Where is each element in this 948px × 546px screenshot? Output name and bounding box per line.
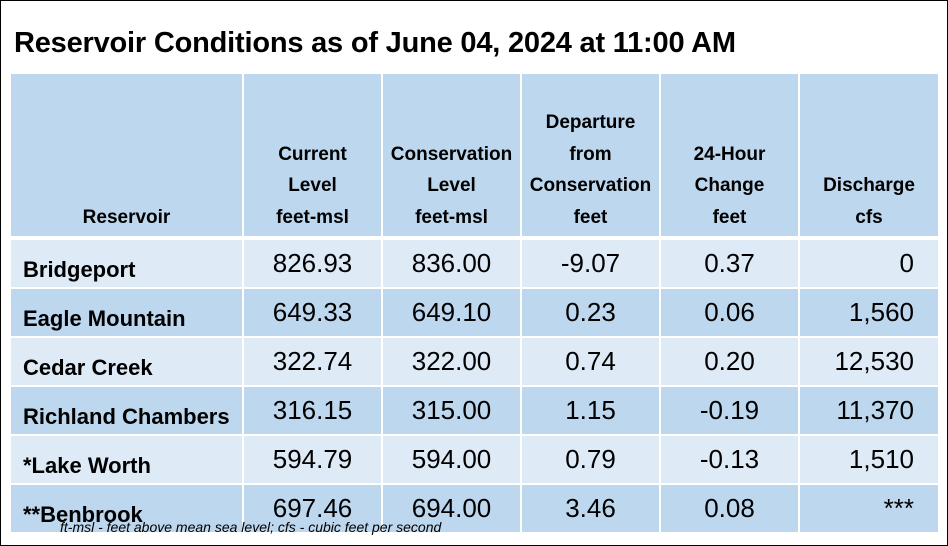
current-level-cell: 594.79	[243, 434, 383, 484]
conservation-level-cell: 322.00	[382, 336, 522, 386]
table-row: Cedar Creek 322.74 322.00 0.74 0.20 12,5…	[11, 336, 938, 386]
current-level-cell: 316.15	[243, 385, 383, 435]
discharge-cell: 1,510	[799, 434, 938, 484]
header-line: Level	[288, 175, 337, 196]
header-line: feet	[712, 206, 747, 228]
table-row: Eagle Mountain 649.33 649.10 0.23 0.06 1…	[11, 287, 938, 337]
header-line: Current	[278, 143, 347, 165]
page-title: Reservoir Conditions as of June 04, 2024…	[14, 27, 736, 59]
discharge-cell: 0	[799, 236, 938, 288]
header-line: from	[569, 143, 612, 165]
table-row: **Benbrook 697.46 694.00 3.46 0.08 ***	[11, 483, 938, 532]
header-24-hour-change: 24-Hour Change feet	[660, 74, 800, 238]
departure-cell: 0.23	[521, 287, 661, 337]
table-row: Bridgeport 826.93 836.00 -9.07 0.37 0	[11, 236, 938, 288]
table-header-row: Reservoir Current Level feet-msl Conserv…	[11, 74, 938, 238]
conservation-level-cell: 315.00	[382, 385, 522, 435]
reservoir-name: Eagle Mountain	[11, 287, 244, 337]
departure-cell: 0.79	[521, 434, 661, 484]
discharge-cell: 12,530	[799, 336, 938, 386]
discharge-cell: 1,560	[799, 287, 938, 337]
current-level-cell: 649.33	[243, 287, 383, 337]
departure-cell: 1.15	[521, 385, 661, 435]
table-row: Richland Chambers 316.15 315.00 1.15 -0.…	[11, 385, 938, 435]
table-row: *Lake Worth 594.79 594.00 0.79 -0.13 1,5…	[11, 434, 938, 484]
header-current-level: Current Level feet-msl	[243, 74, 383, 238]
header-line: feet	[573, 206, 608, 228]
current-level-cell: 697.46	[243, 483, 383, 532]
conservation-level-cell: 694.00	[382, 483, 522, 532]
current-level-cell: 826.93	[243, 236, 383, 288]
current-level-cell: 322.74	[243, 336, 383, 386]
header-line: Departure	[545, 112, 636, 133]
discharge-cell: 11,370	[799, 385, 938, 435]
header-reservoir: Reservoir	[11, 74, 244, 238]
header-discharge: Discharge cfs	[799, 74, 938, 238]
change-24h-cell: 0.20	[660, 336, 800, 386]
header-line: Conservation	[390, 143, 513, 165]
header-line: Change	[694, 175, 765, 196]
reservoir-name: Richland Chambers	[11, 385, 244, 435]
header-line: Conservation	[529, 175, 652, 196]
header-line: feet-msl	[276, 206, 349, 228]
departure-cell: -9.07	[521, 236, 661, 288]
header-conservation-level: Conservation Level feet-msl	[382, 74, 522, 238]
header-line: Level	[427, 175, 476, 196]
change-24h-cell: 0.37	[660, 236, 800, 288]
discharge-cell: ***	[799, 483, 938, 532]
change-24h-cell: -0.13	[660, 434, 800, 484]
header-departure: Departure from Conservation feet	[521, 74, 661, 238]
reservoir-name: Cedar Creek	[11, 336, 244, 386]
header-line: Discharge	[823, 175, 915, 196]
reservoir-name: *Lake Worth	[11, 434, 244, 484]
change-24h-cell: 0.06	[660, 287, 800, 337]
departure-cell: 0.74	[521, 336, 661, 386]
header-line: cfs	[855, 206, 883, 228]
departure-cell: 3.46	[521, 483, 661, 532]
reservoir-name: **Benbrook	[11, 483, 244, 532]
header-line: Reservoir	[82, 206, 171, 228]
change-24h-cell: -0.19	[660, 385, 800, 435]
header-line: 24-Hour	[693, 143, 766, 165]
conservation-level-cell: 836.00	[382, 236, 522, 288]
conservation-level-cell: 594.00	[382, 434, 522, 484]
reservoir-name: Bridgeport	[11, 236, 244, 288]
header-line: feet-msl	[415, 206, 488, 228]
footnote: ft-msl - feet above mean sea level; cfs …	[60, 519, 442, 535]
conservation-level-cell: 649.10	[382, 287, 522, 337]
change-24h-cell: 0.08	[660, 483, 800, 532]
reservoir-table: Reservoir Current Level feet-msl Conserv…	[11, 74, 938, 532]
